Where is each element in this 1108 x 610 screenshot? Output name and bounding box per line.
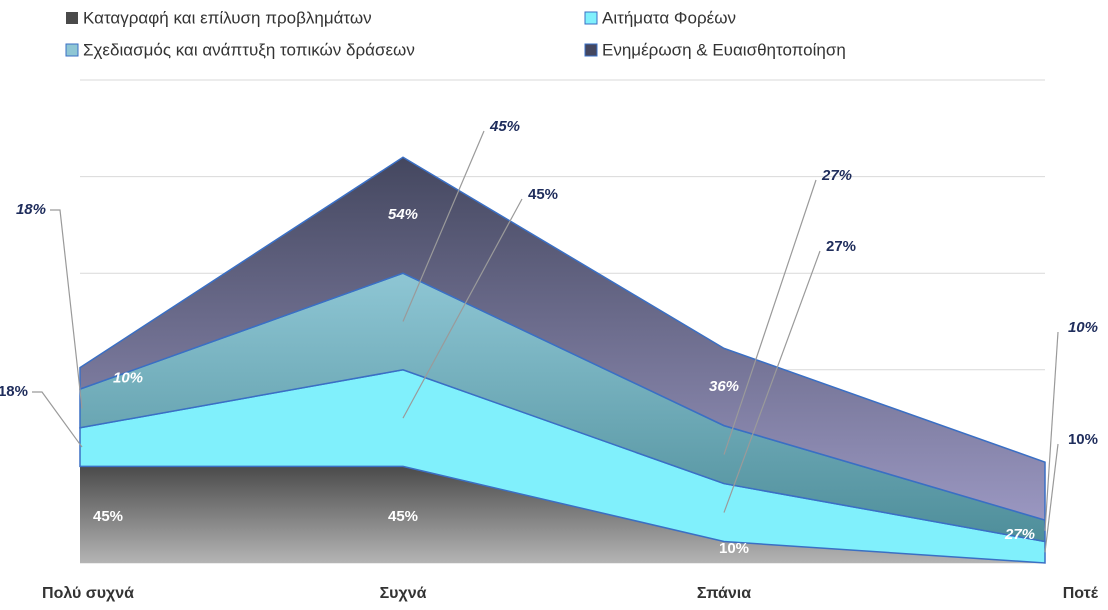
legend-label: Καταγραφή και επίλυση προβλημάτων xyxy=(83,8,372,27)
data-label: 36% xyxy=(709,378,739,395)
legend-swatch xyxy=(66,12,78,24)
data-label: 54% xyxy=(388,206,418,223)
legend-label: Αιτήματα Φορέων xyxy=(602,8,736,27)
data-label: 10% xyxy=(719,540,749,557)
data-label: 45% xyxy=(388,508,418,525)
legend-label: Σχεδιασμός και ανάπτυξη τοπικών δράσεων xyxy=(83,40,415,59)
data-label: 18% xyxy=(16,201,46,218)
data-label: 18% xyxy=(0,383,28,400)
data-label: 27% xyxy=(826,238,856,255)
data-label: 45% xyxy=(93,508,123,525)
area xyxy=(80,466,1045,563)
data-label: 27% xyxy=(1004,526,1035,543)
data-label: 10% xyxy=(1068,431,1098,448)
leader-line xyxy=(1044,331,1059,531)
leader-line xyxy=(32,391,83,448)
leader-line xyxy=(723,250,821,513)
data-label: 45% xyxy=(528,186,558,203)
data-label: 45% xyxy=(489,118,520,135)
data-label: 27% xyxy=(821,167,852,184)
data-label: 10% xyxy=(1068,319,1098,336)
x-tick-label: Ποτέ xyxy=(1063,585,1099,602)
data-label: 10% xyxy=(113,369,143,386)
legend-label: Ενημέρωση & Ευαισθητοποίηση xyxy=(602,40,846,59)
x-tick-label: Πολύ συχνά xyxy=(42,585,134,602)
leader-line xyxy=(723,179,817,455)
legend-swatch xyxy=(584,43,598,57)
legend-swatch xyxy=(584,11,598,25)
leader-line xyxy=(50,209,83,409)
leader-line xyxy=(1044,443,1059,553)
legend-swatch xyxy=(65,43,79,57)
leader-line xyxy=(402,198,523,419)
x-tick-label: Σπάνια xyxy=(697,585,751,602)
leader-line xyxy=(402,130,485,322)
x-tick-label: Συχνά xyxy=(380,585,427,602)
